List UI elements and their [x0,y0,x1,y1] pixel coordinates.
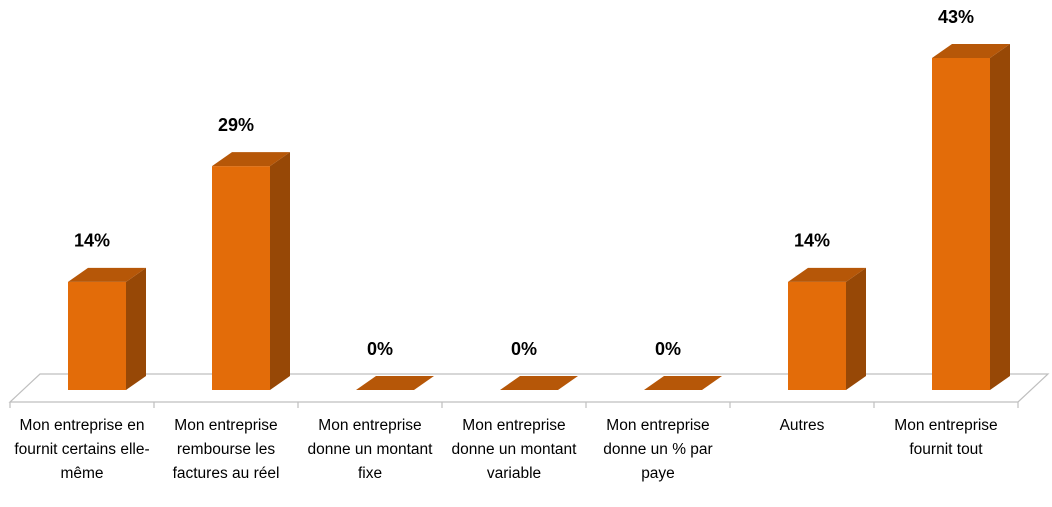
bar [500,376,578,390]
bar [788,267,866,390]
bar-front [788,281,846,390]
bar [356,376,434,390]
value-label: 29% [218,115,254,135]
x-tick-label: Mon entreprise donne un % par paye [603,417,713,482]
bar-front [932,58,990,390]
bar-top [356,376,434,390]
bar [212,152,290,390]
floor [8,373,1050,403]
x-tick-label: Mon entreprise donne un montant variable [451,417,577,482]
value-label: 14% [794,231,830,251]
bar-top [644,376,722,390]
bar-side [846,267,866,390]
x-tick-label: Mon entreprise en fournit certains elle-… [14,417,150,482]
x-tick-label: Autres [779,417,825,434]
value-label: 0% [367,339,393,359]
bar-side [990,44,1010,390]
value-label: 0% [655,339,681,359]
value-label: 43% [938,7,974,27]
bar-top [212,152,290,167]
bar [68,267,146,390]
bar-top [68,267,146,282]
bar-top [788,267,866,282]
bar [932,44,1010,390]
x-tick-label: Mon entreprise fournit tout [894,417,998,458]
x-tick-label: Mon entreprise donne un montant fixe [307,417,433,482]
bar-front [212,166,270,390]
bar-top [932,44,1010,58]
value-label: 14% [74,231,110,251]
value-label: 0% [511,339,537,359]
bar [644,376,722,390]
x-tick-label: Mon entreprise rembourse les factures au… [172,417,280,482]
bar-front [68,281,126,390]
bar-side [126,267,146,390]
bar-side [270,152,290,390]
bar-top [500,376,578,390]
